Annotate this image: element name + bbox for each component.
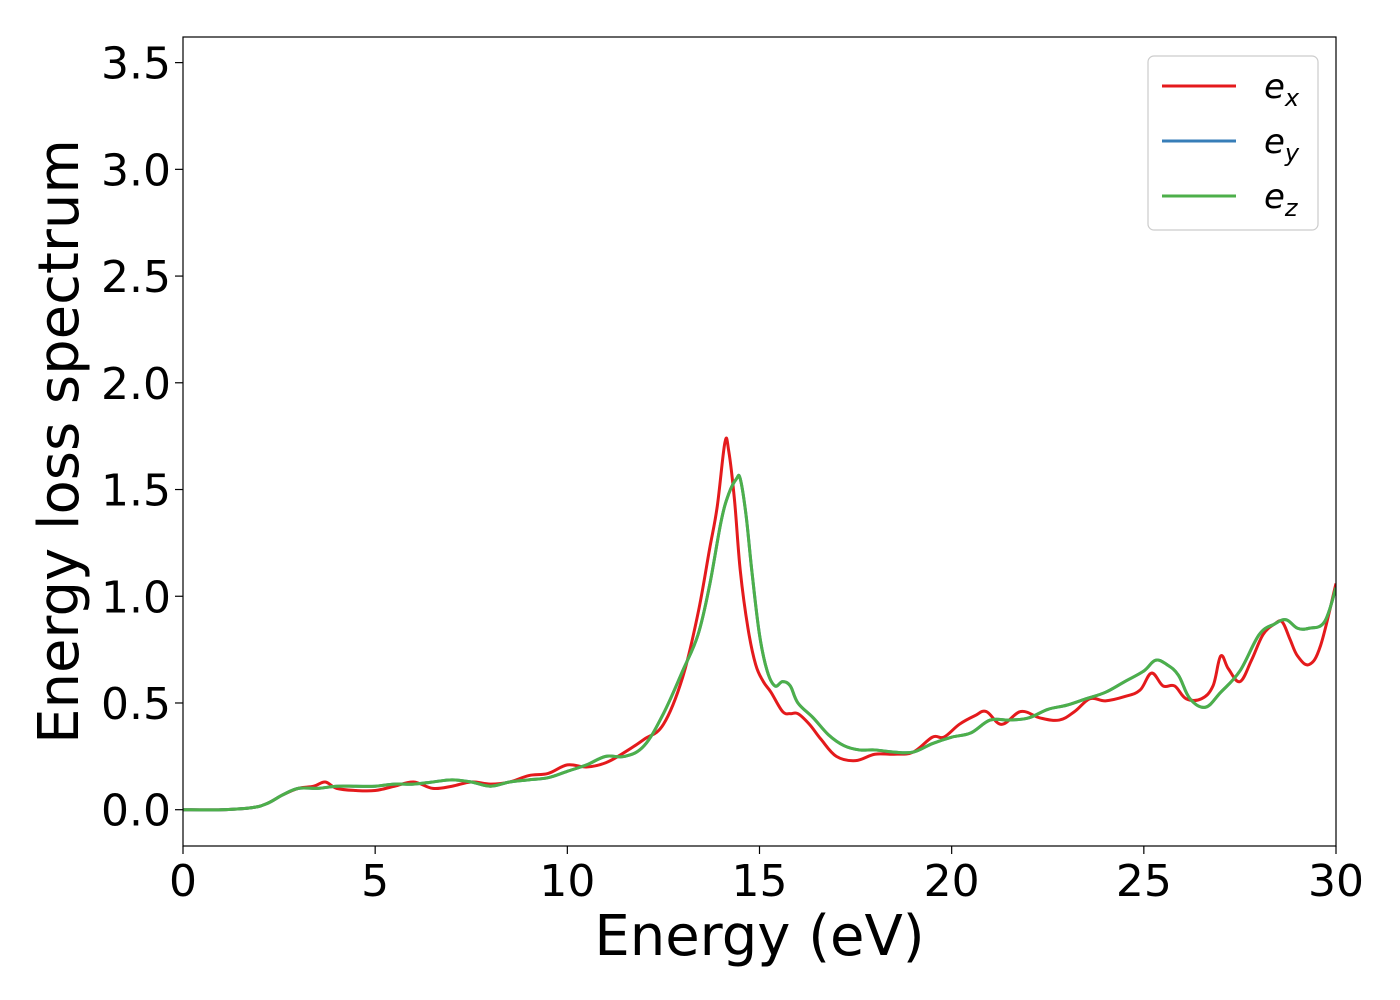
y-tick-label: 3.5 <box>101 39 171 90</box>
series-line-ex <box>183 436 1336 812</box>
y-tick-label: 3.0 <box>101 145 171 196</box>
x-tick-label: 30 <box>1308 856 1364 907</box>
y-tick-label: 0.5 <box>101 679 171 730</box>
y-tick-label: 2.0 <box>101 359 171 410</box>
x-tick-label: 25 <box>1116 856 1172 907</box>
x-tick-label: 10 <box>539 856 595 907</box>
x-tick-label: 0 <box>169 856 197 907</box>
series-line-ez <box>183 473 1336 812</box>
y-tick-label: 1.0 <box>101 572 171 623</box>
legend-label-ey: ey <box>1264 122 1300 167</box>
x-axis-ticks: 0 5 10 15 20 25 30 <box>169 846 1364 907</box>
series-layer <box>183 436 1336 812</box>
legend-label-ez: ez <box>1264 177 1299 222</box>
legend-box <box>1147 55 1319 231</box>
y-axis-ticks: 0.0 0.5 1.0 1.5 2.0 2.5 3.0 3.5 <box>101 39 183 837</box>
x-tick-label: 5 <box>361 856 389 907</box>
x-axis-title: Energy (eV) <box>594 904 924 969</box>
y-tick-label: 0.0 <box>101 786 171 837</box>
legend: ex ey ez <box>1147 55 1319 231</box>
x-tick-label: 20 <box>924 856 980 907</box>
y-tick-label: 2.5 <box>101 252 171 303</box>
legend-label-ex: ex <box>1264 67 1300 112</box>
y-tick-label: 1.5 <box>101 466 171 517</box>
y-axis-title: Energy loss spectrum <box>27 139 92 744</box>
x-tick-label: 15 <box>732 856 788 907</box>
